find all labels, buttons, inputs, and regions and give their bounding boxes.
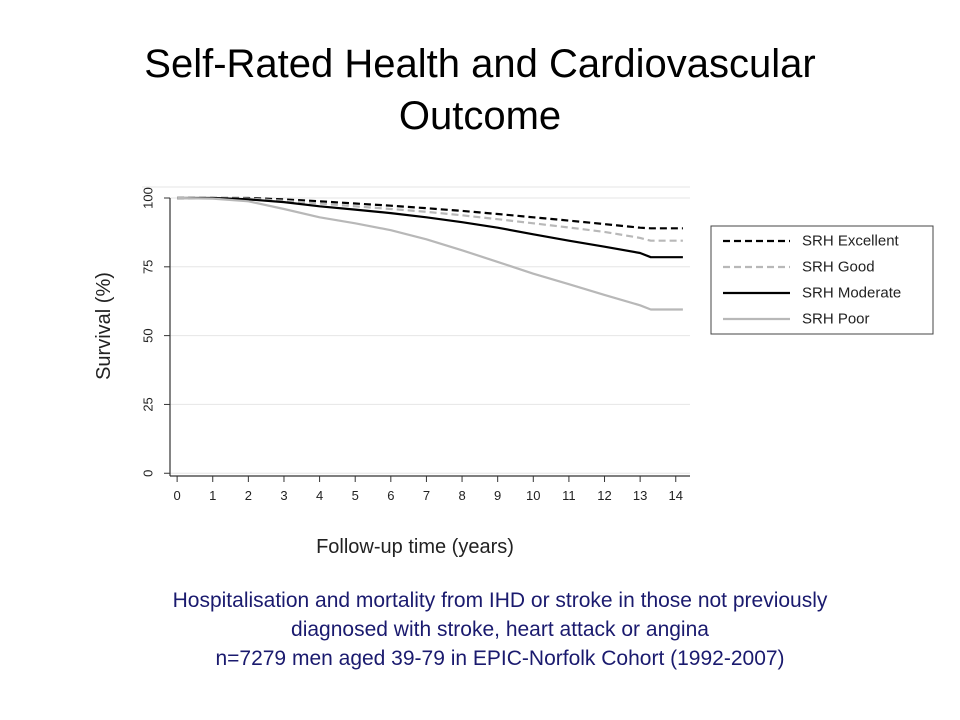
series-lines [177, 196, 683, 311]
legend: SRH Excellent SRH Good SRH Moderate SRH Poo… [710, 225, 934, 335]
x-tick-label: 4 [316, 488, 323, 503]
x-tick-label: 12 [597, 488, 611, 503]
x-tick-label: 1 [209, 488, 216, 503]
y-tick-label: 75 [141, 260, 156, 274]
x-tick-label: 10 [526, 488, 540, 503]
series-line-srh-good [177, 196, 683, 242]
legend-label: SRH Good [802, 259, 875, 276]
x-tick-label: 14 [669, 488, 683, 503]
y-tick-label: 25 [141, 397, 156, 411]
x-tick-label: 2 [245, 488, 252, 503]
slide-title-line-2: Outcome [398, 94, 562, 138]
x-tick-label: 11 [562, 488, 576, 503]
y-tick-label: 50 [141, 328, 156, 342]
caption-line-2: diagnosed with stroke, heart attack or a… [291, 618, 709, 641]
legend-box [710, 225, 934, 335]
caption: Hospitalisation and mortality from IHD o… [40, 586, 960, 673]
caption-line-1: Hospitalisation and mortality from IHD o… [172, 589, 828, 612]
x-tick-label: 5 [352, 488, 359, 503]
caption-line-3: n=7279 men aged 39-79 in EPIC-Norfolk Co… [215, 647, 785, 670]
legend-label: SRH Excellent [802, 233, 900, 250]
x-tick-label: 9 [494, 488, 501, 503]
x-tick-label: 6 [387, 488, 394, 503]
x-tick-label: 7 [423, 488, 430, 503]
x-tick-label: 13 [633, 488, 647, 503]
slide-title-line-1: Self-Rated Health and Cardiovascular [144, 42, 816, 86]
series-line-srh-poor [177, 196, 683, 311]
y-axis-title: Survival (%) [93, 272, 115, 380]
x-axis-title: Follow-up time (years) [316, 536, 514, 558]
series-line-srh-moderate [177, 196, 683, 259]
legend-label: SRH Moderate [802, 285, 901, 302]
x-tick-label: 0 [174, 488, 181, 503]
y-tick-label: 100 [141, 187, 156, 209]
slide-title: Self-Rated Health and Cardiovascular Out… [0, 38, 960, 142]
legend-label: SRH Poor [802, 311, 870, 328]
x-tick-label: 3 [280, 488, 287, 503]
y-tick-label: 0 [141, 470, 156, 477]
grid-lines [142, 186, 690, 474]
x-tick-label: 8 [458, 488, 465, 503]
